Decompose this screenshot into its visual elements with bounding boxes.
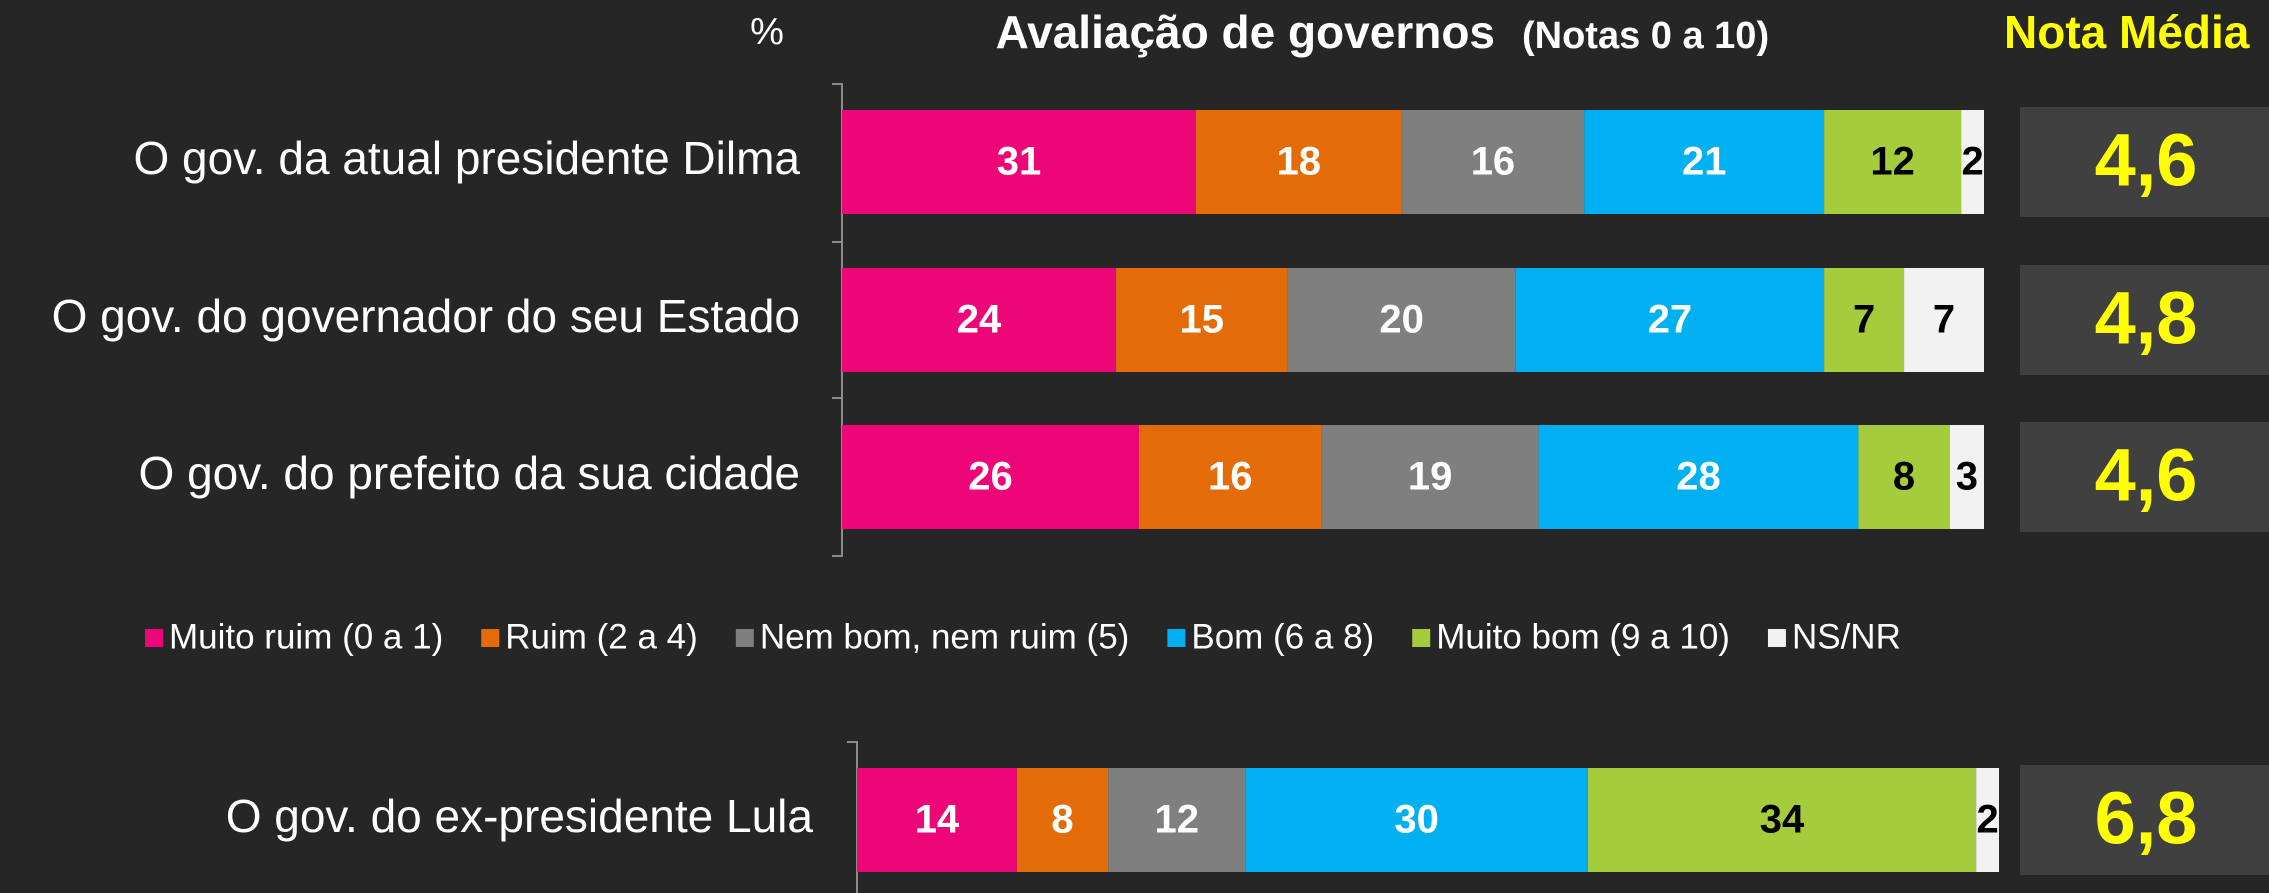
data-label: 8 bbox=[1893, 455, 1915, 499]
data-label: 12 bbox=[1870, 140, 1915, 184]
bar-segment bbox=[1584, 110, 1825, 214]
data-label: 26 bbox=[968, 455, 1013, 499]
chart-subtitle: (Notas 0 a 10) bbox=[1522, 15, 1769, 57]
data-label: 27 bbox=[1648, 298, 1693, 342]
data-label: 2 bbox=[1961, 140, 1983, 184]
legend-label: NS/NR bbox=[1792, 617, 1901, 656]
data-label: 8 bbox=[1051, 798, 1073, 842]
legend-swatch bbox=[1167, 629, 1186, 647]
data-label: 7 bbox=[1853, 298, 1875, 342]
bar-segment bbox=[1016, 768, 1109, 872]
nota-value: 4,8 bbox=[2095, 277, 2198, 360]
data-label: 15 bbox=[1179, 298, 1224, 342]
bar-segment bbox=[1824, 268, 1905, 372]
bar-segment bbox=[1401, 110, 1585, 214]
bar-segment bbox=[1976, 768, 1999, 872]
bar-segment bbox=[1138, 425, 1322, 529]
nota-box bbox=[2020, 107, 2269, 217]
data-label: 28 bbox=[1676, 455, 1721, 499]
data-label: 19 bbox=[1408, 455, 1453, 499]
legend-swatch bbox=[145, 629, 163, 647]
data-label: 3 bbox=[1956, 455, 1978, 499]
bar-segment bbox=[1949, 425, 1984, 529]
legend-label: Muito ruim (0 a 1) bbox=[169, 617, 443, 656]
legend-label: Ruim (2 a 4) bbox=[505, 617, 698, 656]
nota-box bbox=[2020, 265, 2269, 375]
bar-segment bbox=[1321, 425, 1539, 529]
legend-swatch bbox=[1412, 629, 1431, 647]
nota-value: 6,8 bbox=[2095, 777, 2198, 860]
data-label: 14 bbox=[915, 798, 960, 842]
category-label: O gov. do prefeito da sua cidade bbox=[139, 447, 800, 499]
legend-swatch bbox=[735, 629, 754, 647]
data-label: 31 bbox=[997, 140, 1042, 184]
brackets bbox=[832, 83, 858, 893]
bar-segment bbox=[1824, 110, 1962, 214]
bar-segment bbox=[857, 768, 1017, 872]
nota-value: 4,6 bbox=[2095, 119, 2198, 202]
category-label: O gov. do governador do seu Estado bbox=[52, 290, 800, 342]
bar-segment bbox=[1116, 268, 1288, 372]
bar-segment bbox=[1961, 110, 1984, 214]
data-label: 16 bbox=[1471, 140, 1516, 184]
bar-segment bbox=[1538, 425, 1859, 529]
bar-segment bbox=[842, 110, 1197, 214]
category-label: O gov. do ex-presidente Lula bbox=[226, 790, 814, 842]
bar-segment bbox=[1108, 768, 1246, 872]
data-label: 20 bbox=[1379, 298, 1424, 342]
unit-label: % bbox=[750, 11, 784, 53]
data-label: 2 bbox=[1976, 798, 1998, 842]
nota-box bbox=[2020, 422, 2269, 532]
legend-label: Nem bom, nem ruim (5) bbox=[760, 617, 1130, 656]
bar-segment bbox=[1515, 268, 1825, 372]
nota-box bbox=[2020, 765, 2269, 875]
category-label: O gov. da atual presidente Dilma bbox=[133, 132, 800, 184]
bar-segment bbox=[1196, 110, 1402, 214]
data-label: 24 bbox=[957, 298, 1002, 342]
bar-segment bbox=[1245, 768, 1588, 872]
data-label: 21 bbox=[1682, 140, 1727, 184]
data-label: 18 bbox=[1277, 140, 1322, 184]
data-label: 16 bbox=[1208, 455, 1253, 499]
bar-segment bbox=[1287, 268, 1516, 372]
nota-title: Nota Média bbox=[2004, 6, 2250, 58]
legend-label: Bom (6 a 8) bbox=[1191, 617, 1374, 656]
legend-swatch bbox=[1767, 629, 1786, 647]
data-label: 34 bbox=[1760, 798, 1805, 842]
bar-segment bbox=[842, 425, 1139, 529]
bar-segment bbox=[842, 268, 1117, 372]
data-label: 30 bbox=[1394, 798, 1439, 842]
legend-swatch bbox=[481, 629, 500, 647]
legend-label: Muito bom (9 a 10) bbox=[1436, 617, 1730, 656]
bar-segment bbox=[1858, 425, 1950, 529]
chart-title: Avaliação de governos bbox=[996, 6, 1495, 58]
bar-segment bbox=[1904, 268, 1984, 372]
bar-segment bbox=[1587, 768, 1977, 872]
nota-value: 4,6 bbox=[2095, 434, 2198, 517]
data-label: 7 bbox=[1933, 298, 1955, 342]
data-label: 12 bbox=[1155, 798, 1200, 842]
